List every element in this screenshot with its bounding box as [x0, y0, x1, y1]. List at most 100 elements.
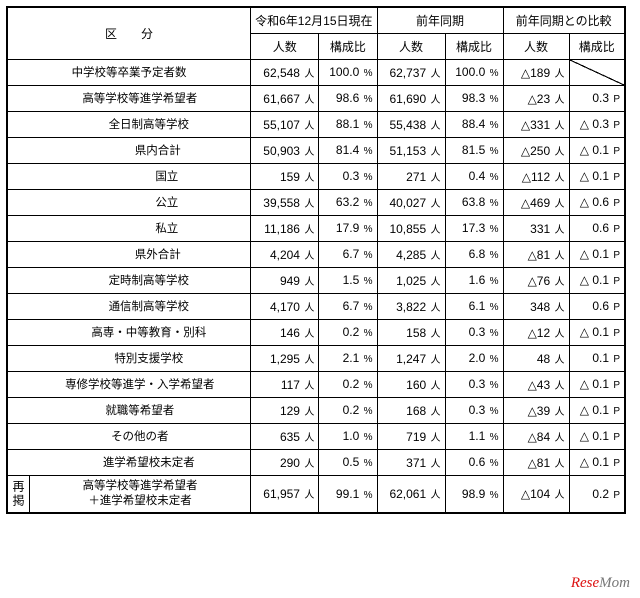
value-cell: 62,061 人	[377, 475, 445, 513]
value-cell: △ 0.1 P	[569, 319, 625, 345]
row-label: 就職等希望者	[30, 397, 251, 423]
table-row: 国立159 人0.3 %271 人0.4 %△112 人△ 0.1 P	[7, 163, 625, 189]
indent-cell	[7, 111, 30, 137]
indent-cell	[7, 423, 30, 449]
value-cell: 99.1 %	[319, 475, 377, 513]
indent-cell	[48, 241, 66, 267]
value-cell: 40,027 人	[377, 189, 445, 215]
saikei-label: 再掲	[7, 475, 30, 513]
value-cell: △23 人	[503, 85, 569, 111]
value-cell: 61,957 人	[251, 475, 319, 513]
value-cell: △ 0.6 P	[569, 189, 625, 215]
indent-cell	[30, 267, 48, 293]
value-cell: 39,558 人	[251, 189, 319, 215]
table-row: 県内合計50,903 人81.4 %51,153 人81.5 %△250 人△ …	[7, 137, 625, 163]
indent-cell	[30, 215, 48, 241]
table-row: 専修学校等進学・入学希望者117 人0.2 %160 人0.3 %△43 人△ …	[7, 371, 625, 397]
value-cell: △ 0.1 P	[569, 163, 625, 189]
table-row: 通信制高等学校4,170 人6.7 %3,822 人6.1 %348 人0.6 …	[7, 293, 625, 319]
indent-cell	[30, 137, 48, 163]
value-cell: 48 人	[503, 345, 569, 371]
value-cell: 50,903 人	[251, 137, 319, 163]
value-cell: 160 人	[377, 371, 445, 397]
table-row: 県外合計4,204 人6.7 %4,285 人6.8 %△81 人△ 0.1 P	[7, 241, 625, 267]
table-row: 私立11,186 人17.9 %10,855 人17.3 %331 人0.6 P	[7, 215, 625, 241]
row-label: 県内合計	[66, 137, 251, 163]
value-cell: 17.9 %	[319, 215, 377, 241]
value-cell: 4,170 人	[251, 293, 319, 319]
value-cell: 4,285 人	[377, 241, 445, 267]
value-cell: 63.2 %	[319, 189, 377, 215]
value-cell: 348 人	[503, 293, 569, 319]
indent-cell	[7, 189, 30, 215]
row-label: 私立	[84, 215, 251, 241]
indent-cell	[48, 137, 66, 163]
value-cell: 88.4 %	[445, 111, 503, 137]
header-comp: 前年同期との比較	[503, 7, 625, 33]
value-cell: △ 0.1 P	[569, 449, 625, 475]
value-cell: 98.3 %	[445, 85, 503, 111]
value-cell: 62,737 人	[377, 59, 445, 85]
indent-cell	[7, 85, 30, 111]
header-prev: 前年同期	[377, 7, 503, 33]
value-cell: 17.3 %	[445, 215, 503, 241]
value-cell: △112 人	[503, 163, 569, 189]
row-label: 公立	[84, 189, 251, 215]
row-label: 県外合計	[66, 241, 251, 267]
row-label: 専修学校等進学・入学希望者	[30, 371, 251, 397]
value-cell: 0.3 %	[445, 319, 503, 345]
value-cell: △ 0.3 P	[569, 111, 625, 137]
indent-cell	[7, 345, 30, 371]
value-cell: 0.3 %	[445, 371, 503, 397]
value-cell: △81 人	[503, 449, 569, 475]
value-cell: △84 人	[503, 423, 569, 449]
value-cell: 719 人	[377, 423, 445, 449]
value-cell: 1.6 %	[445, 267, 503, 293]
value-cell: △43 人	[503, 371, 569, 397]
value-cell: 146 人	[251, 319, 319, 345]
indent-cell	[7, 215, 30, 241]
indent-cell	[7, 319, 30, 345]
header-kubun: 区 分	[7, 7, 251, 59]
value-cell: 62,548 人	[251, 59, 319, 85]
row-label: 国立	[84, 163, 251, 189]
indent-cell	[7, 397, 30, 423]
value-cell: 6.7 %	[319, 241, 377, 267]
value-cell: 1,295 人	[251, 345, 319, 371]
indent-cell	[30, 241, 48, 267]
value-cell: 98.9 %	[445, 475, 503, 513]
value-cell: △250 人	[503, 137, 569, 163]
value-cell: 0.2 P	[569, 475, 625, 513]
value-cell: 159 人	[251, 163, 319, 189]
value-cell: 290 人	[251, 449, 319, 475]
value-cell: 6.1 %	[445, 293, 503, 319]
row-label: 進学希望校未定者	[48, 449, 251, 475]
indent-cell	[30, 111, 48, 137]
value-cell: 1,025 人	[377, 267, 445, 293]
table-row: 特別支援学校1,295 人2.1 %1,247 人2.0 %48 人0.1 P	[7, 345, 625, 371]
value-cell: △104 人	[503, 475, 569, 513]
col-count: 人数	[377, 33, 445, 59]
indent-cell	[48, 163, 66, 189]
table-row: 定時制高等学校949 人1.5 %1,025 人1.6 %△76 人△ 0.1 …	[7, 267, 625, 293]
header-current: 令和6年12月15日現在	[251, 7, 377, 33]
value-cell: △81 人	[503, 241, 569, 267]
col-ratio: 構成比	[445, 33, 503, 59]
value-cell: 271 人	[377, 163, 445, 189]
slash-cell	[569, 59, 625, 85]
value-cell: △331 人	[503, 111, 569, 137]
value-cell: 0.3 P	[569, 85, 625, 111]
value-cell: 55,107 人	[251, 111, 319, 137]
value-cell: 0.5 %	[319, 449, 377, 475]
row-label: 通信制高等学校	[48, 293, 251, 319]
col-count: 人数	[503, 33, 569, 59]
row-label: その他の者	[30, 423, 251, 449]
indent-cell	[30, 189, 48, 215]
value-cell: 55,438 人	[377, 111, 445, 137]
value-cell: 1.1 %	[445, 423, 503, 449]
table-row: 中学校等卒業予定者数62,548 人100.0 %62,737 人100.0 %…	[7, 59, 625, 85]
value-cell: 0.1 P	[569, 345, 625, 371]
indent-cell	[30, 163, 48, 189]
row-label: 全日制高等学校	[48, 111, 251, 137]
value-cell: △12 人	[503, 319, 569, 345]
